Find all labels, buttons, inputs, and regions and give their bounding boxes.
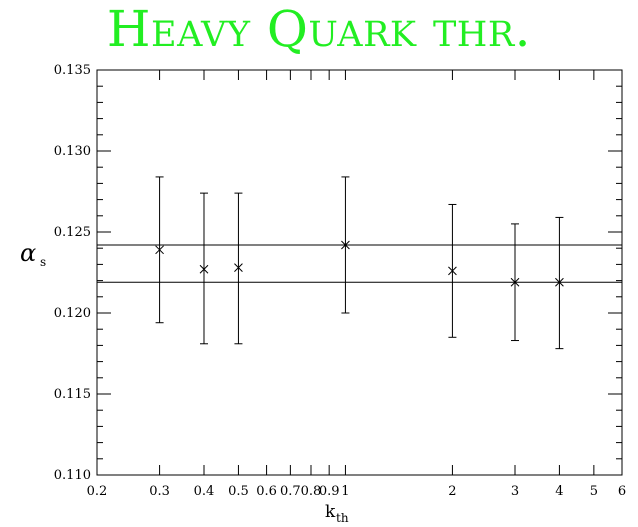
y-axis-ticks: 0.110 0.115 0.120 0.125 0.130 0.135 [54, 63, 622, 483]
x-axis-ticks: 0.2 0.3 0.4 0.5 0.6 0.7 0.80.9 1 2 3 4 5 6 [87, 70, 626, 499]
y-tick-label: 0.115 [54, 387, 91, 402]
minor-ticks [97, 86, 622, 459]
data-points [156, 177, 564, 349]
y-tick-label: 0.110 [54, 468, 91, 483]
y-tick-label: 0.125 [54, 225, 91, 240]
plot-frame [97, 70, 622, 475]
reference-lines [97, 245, 622, 282]
x-tick-label: 0.7 [280, 484, 301, 499]
x-tick-label: 5 [590, 484, 598, 499]
x-tick-label: 4 [555, 484, 563, 499]
data-point [555, 217, 563, 348]
x-tick-label: 0.6 [256, 484, 277, 499]
data-point [156, 177, 164, 323]
y-axis-label: α [20, 239, 36, 267]
y-tick-label: 0.135 [54, 63, 91, 78]
y-axis-label-subscript: s [40, 255, 46, 269]
x-tick-label: 0.3 [149, 484, 170, 499]
x-axis-label: k [325, 502, 336, 522]
y-tick-label: 0.130 [54, 144, 91, 159]
data-point [448, 204, 456, 337]
x-tick-label: 0.4 [194, 484, 215, 499]
x-tick-label: 0.5 [228, 484, 249, 499]
x-axis-label-subscript: th [336, 511, 349, 525]
data-point [234, 193, 242, 344]
data-point [200, 193, 208, 344]
x-tick-label: 1 [341, 484, 349, 499]
y-tick-label: 0.120 [54, 306, 91, 321]
x-tick-label: 3 [511, 484, 519, 499]
x-tick-label: 2 [448, 484, 456, 499]
x-tick-label: 0.2 [87, 484, 108, 499]
x-tick-label: 0.9 [319, 484, 340, 499]
x-tick-label: 6 [618, 484, 626, 499]
